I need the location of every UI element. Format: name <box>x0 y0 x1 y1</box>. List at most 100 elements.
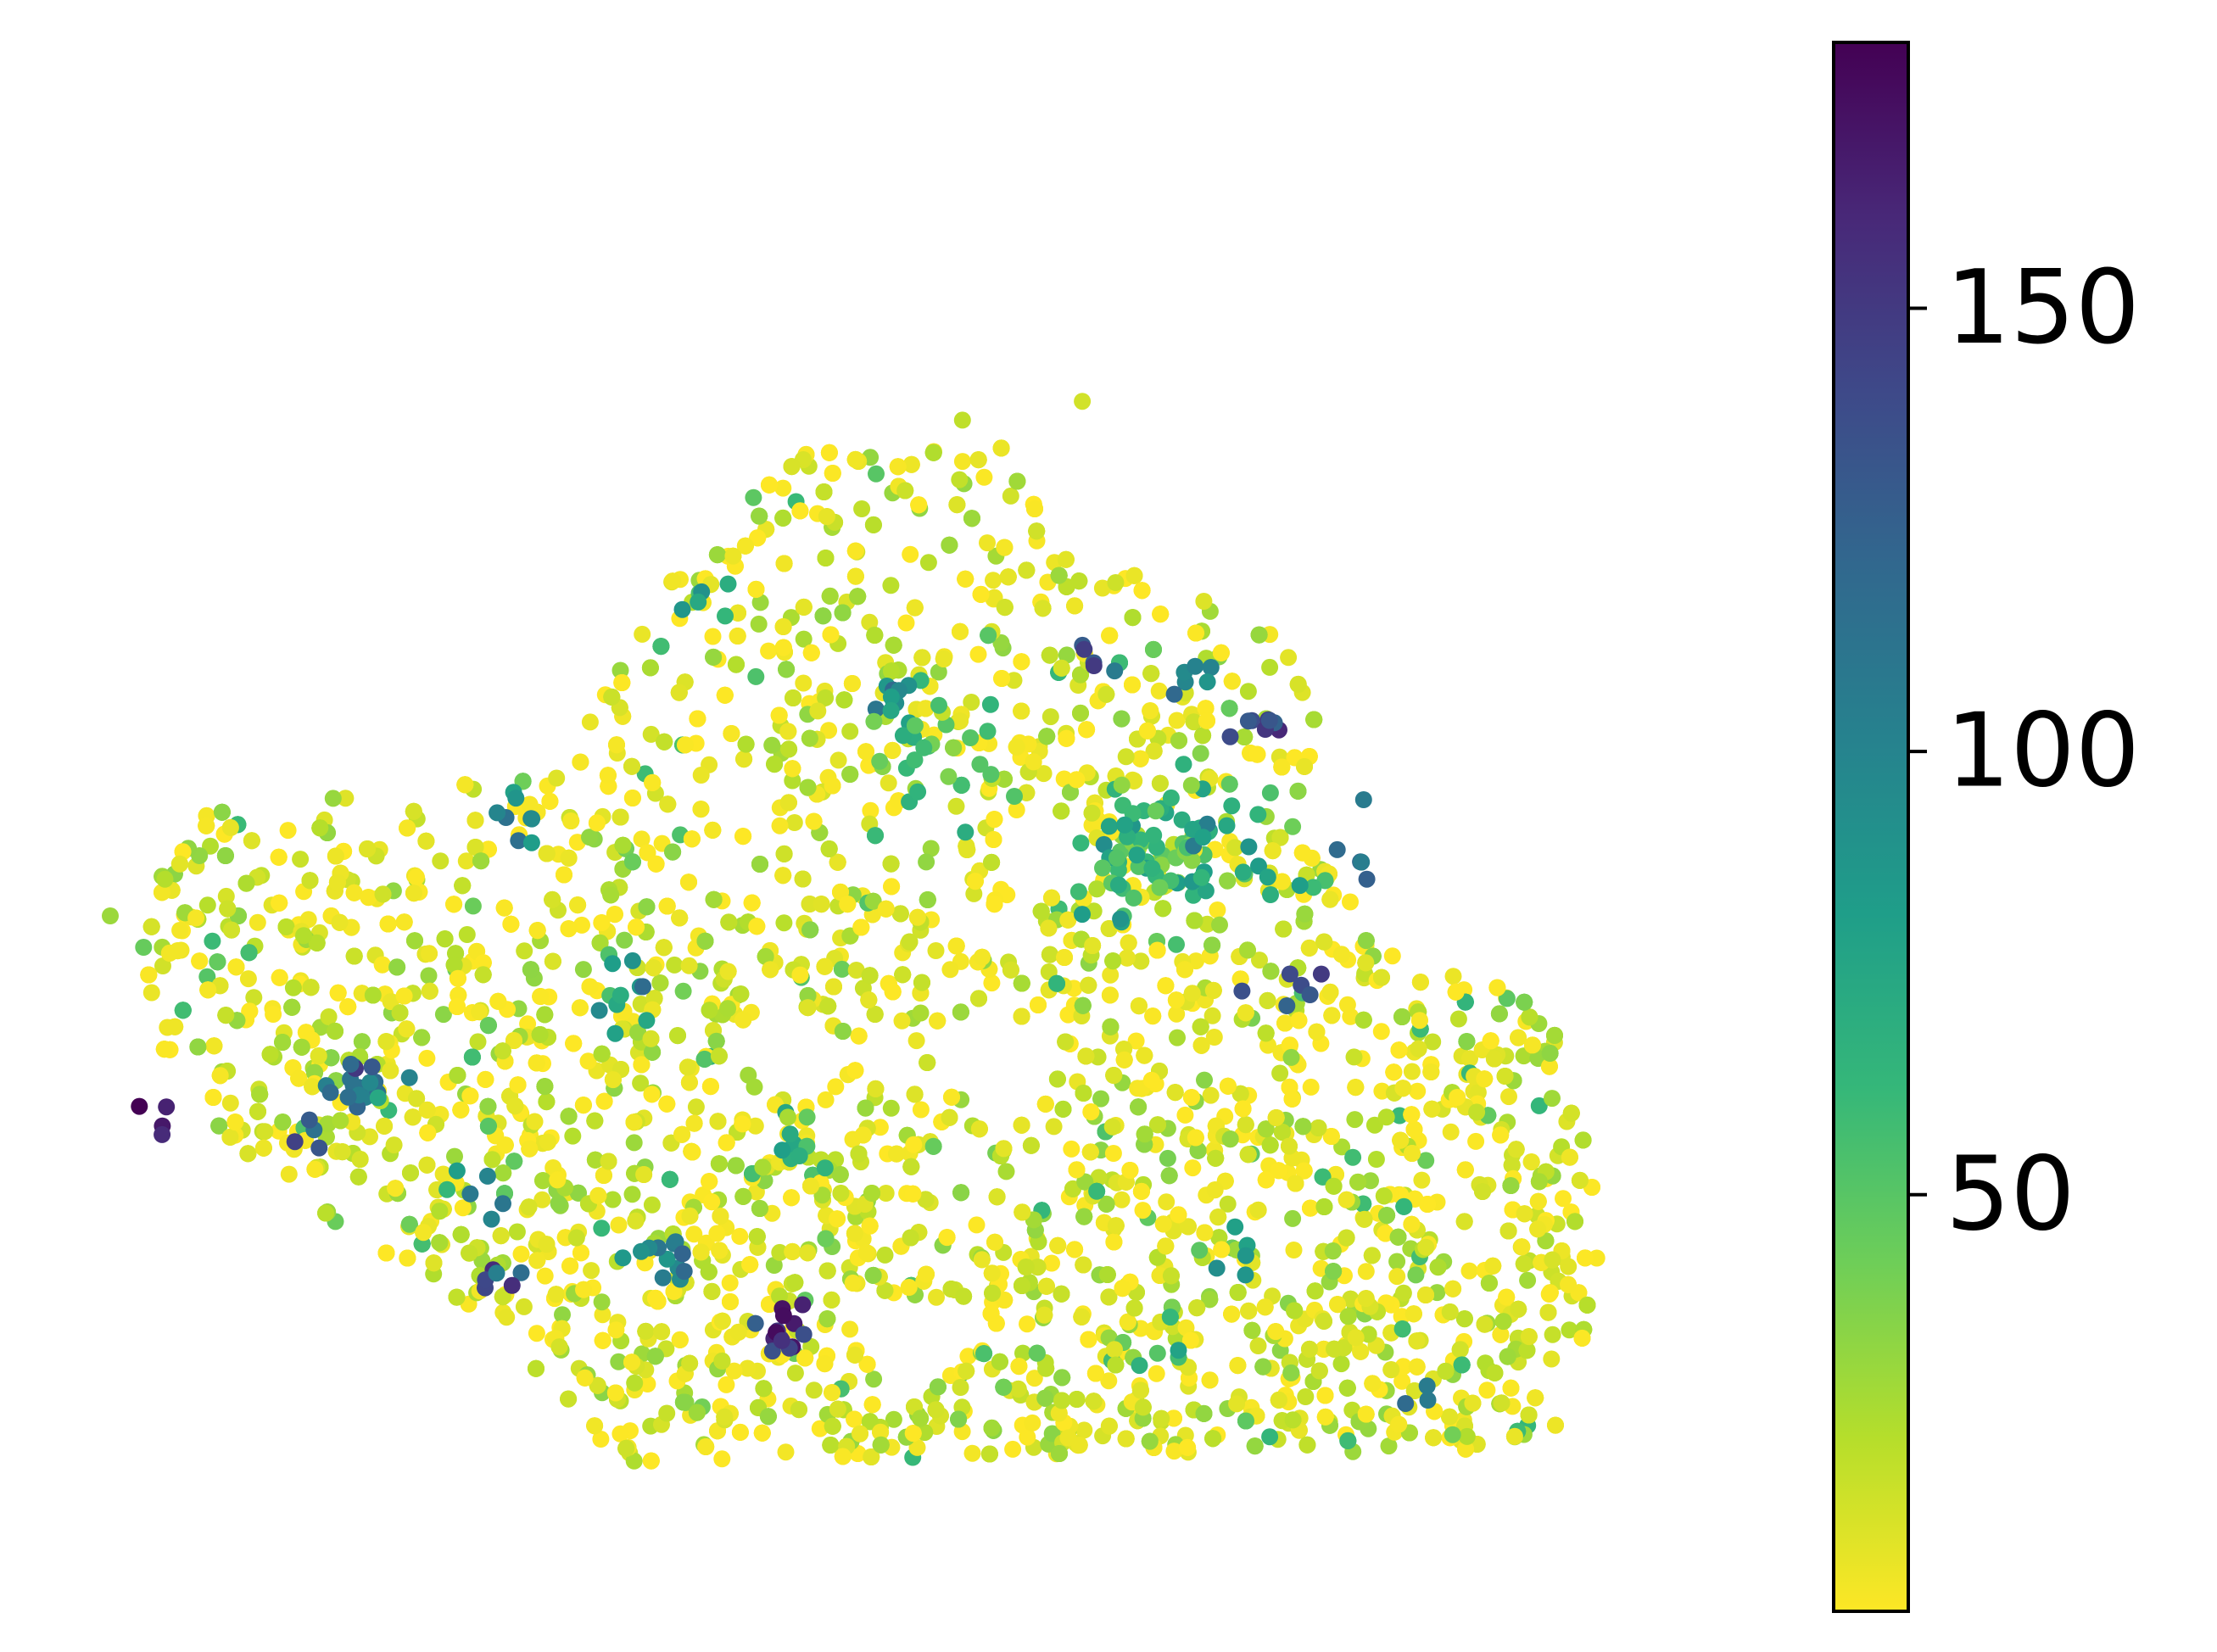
scatter-point <box>953 453 971 471</box>
scatter-point <box>1055 770 1073 788</box>
scatter-point <box>969 645 987 663</box>
scatter-point <box>1063 1140 1081 1158</box>
scatter-point <box>1179 1438 1197 1456</box>
scatter-point <box>292 851 310 868</box>
scatter-point <box>713 1450 731 1468</box>
scatter-point <box>284 979 302 996</box>
scatter-point <box>626 1374 644 1392</box>
scatter-point <box>405 802 422 820</box>
scatter-point <box>277 918 295 935</box>
scatter-point <box>1008 801 1025 818</box>
scatter-point <box>539 1133 556 1151</box>
scatter-point <box>569 1184 587 1202</box>
scatter-point <box>241 1002 259 1020</box>
scatter-point <box>1176 1106 1194 1124</box>
scatter-point <box>919 554 937 572</box>
scatter-point <box>550 1195 567 1212</box>
scatter-point <box>763 736 781 754</box>
scatter-point <box>512 1245 530 1263</box>
scatter-point <box>572 753 589 771</box>
scatter-point <box>1332 1355 1350 1373</box>
scatter-point <box>1280 649 1298 667</box>
scatter-point <box>1355 1210 1373 1228</box>
scatter-point <box>1202 1086 1220 1104</box>
scatter-point <box>1237 1116 1254 1134</box>
scatter-point <box>623 757 640 775</box>
scatter-point <box>579 1052 597 1070</box>
scatter-point <box>616 931 634 949</box>
scatter-point <box>820 722 838 739</box>
scatter-point <box>704 628 722 645</box>
scatter-point <box>1498 990 1516 1007</box>
scatter-point <box>633 830 651 848</box>
scatter-point <box>747 667 765 685</box>
scatter-point <box>445 956 463 974</box>
scatter-point <box>265 1006 282 1023</box>
scatter-point <box>888 1145 906 1163</box>
scatter-point <box>985 572 1002 589</box>
scatter-point <box>505 1152 523 1170</box>
scatter-point <box>1394 1080 1412 1097</box>
scatter-point <box>959 1348 977 1365</box>
scatter-point <box>720 913 738 931</box>
scatter-point <box>862 801 880 819</box>
scatter-point <box>1289 675 1307 693</box>
scatter-point <box>625 1134 643 1152</box>
scatter-point <box>766 756 784 773</box>
scatter-point <box>1205 1029 1223 1046</box>
scatter-point <box>777 1443 795 1461</box>
scatter-point <box>659 795 677 813</box>
scatter-point <box>572 1244 589 1262</box>
scatter-point <box>783 1189 801 1207</box>
scatter-point <box>1043 1254 1060 1272</box>
scatter-point <box>1544 1326 1561 1343</box>
scatter-point <box>1093 579 1111 597</box>
scatter-point <box>610 1216 628 1234</box>
scatter-point <box>850 1027 868 1045</box>
scatter-point <box>774 867 792 885</box>
scatter-point <box>1372 1023 1390 1041</box>
scatter-point <box>1449 1010 1467 1028</box>
scatter-point <box>927 942 945 959</box>
scatter-point <box>1306 1282 1324 1300</box>
scatter-point <box>1490 1005 1508 1023</box>
scatter-point <box>519 1015 537 1033</box>
scatter-point <box>1127 1032 1145 1050</box>
scatter-point <box>1154 900 1172 918</box>
scatter-point <box>658 1095 676 1113</box>
scatter-point <box>922 840 940 857</box>
scatter-point <box>1228 1395 1246 1413</box>
scatter-point <box>1010 1358 1028 1376</box>
scatter-point <box>432 852 450 870</box>
scatter-point <box>536 1006 554 1024</box>
scatter-point <box>1349 1173 1367 1191</box>
scatter-point <box>952 1379 969 1396</box>
scatter-point <box>751 594 769 611</box>
scatter-point <box>861 613 879 631</box>
scatter-point <box>536 1267 554 1285</box>
scatter-point <box>746 1117 764 1135</box>
scatter-point <box>210 1117 228 1135</box>
scatter-point <box>775 914 793 932</box>
scatter-point <box>1134 1202 1152 1219</box>
scatter-point <box>1168 712 1186 729</box>
scatter-point <box>191 952 209 970</box>
scatter-point <box>883 878 901 896</box>
scatter-point <box>1196 1071 1213 1089</box>
scatter-point <box>520 1198 538 1216</box>
scatter-point <box>814 607 832 625</box>
scatter-point <box>610 1353 628 1370</box>
scatter-point <box>796 1349 814 1367</box>
scatter-point <box>279 822 297 840</box>
scatter-point <box>734 1187 752 1205</box>
scatter-point <box>1024 1414 1041 1432</box>
scatter-point <box>1377 1108 1395 1126</box>
scatter-point <box>1100 1417 1118 1435</box>
scatter-point <box>160 944 178 962</box>
scatter-point <box>760 642 778 660</box>
scatter-point <box>1442 1123 1460 1141</box>
scatter-point <box>1144 1007 1162 1025</box>
scatter-point <box>918 853 935 871</box>
scatter-point <box>1002 961 1019 979</box>
